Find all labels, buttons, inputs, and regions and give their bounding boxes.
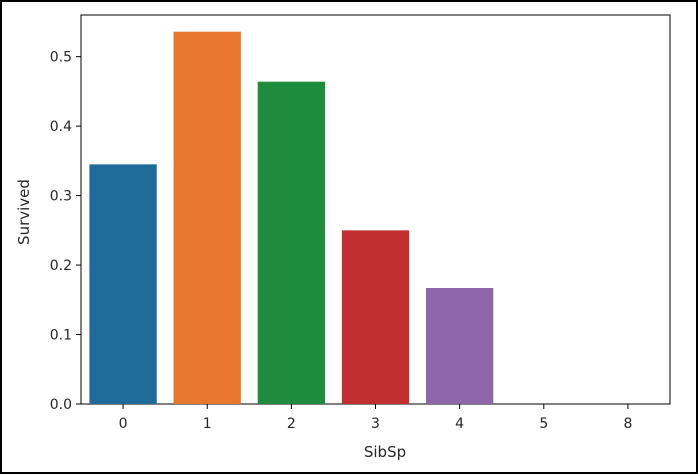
x-axis-ticks: 0 1 2 3 4 5 8	[119, 404, 632, 432]
y-tick-label-5: 0.5	[50, 50, 72, 66]
x-axis-label: SibSp	[364, 443, 406, 461]
x-tick-label-3: 3	[371, 416, 380, 432]
y-tick-label-2: 0.2	[50, 258, 72, 274]
x-tick-label-4: 4	[455, 416, 464, 432]
x-tick-label-5: 5	[539, 416, 548, 432]
bar-3	[341, 230, 410, 404]
bar-0	[89, 164, 157, 404]
y-tick-label-1: 0.1	[50, 328, 72, 344]
y-axis-ticks: 0.0 0.1 0.2 0.3 0.4 0.5	[50, 50, 81, 413]
bar-4	[425, 287, 494, 404]
y-tick-label-0: 0.0	[50, 397, 72, 413]
y-tick-label-4: 0.4	[50, 119, 72, 135]
bar-1	[173, 31, 241, 405]
y-axis-label: Survived	[15, 179, 33, 245]
x-tick-label-8: 8	[623, 416, 632, 432]
y-tick-label-3: 0.3	[50, 189, 72, 205]
x-tick-label-2: 2	[287, 416, 296, 432]
bar-2	[257, 81, 326, 404]
x-tick-label-1: 1	[203, 416, 212, 432]
x-tick-label-0: 0	[119, 416, 128, 432]
bars-group	[89, 31, 494, 405]
